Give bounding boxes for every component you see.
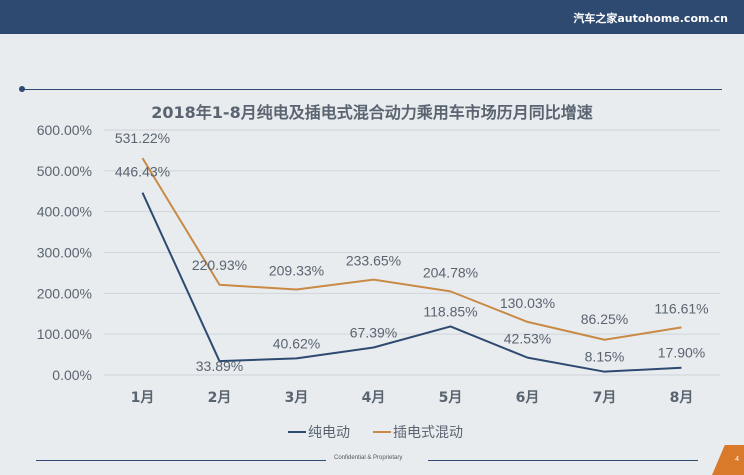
footer-rule-right — [428, 460, 698, 461]
x-tick-label: 3月 — [285, 390, 309, 406]
y-tick-label: 600.00% — [37, 122, 92, 138]
legend: 纯电动 插电式混动 — [288, 425, 463, 441]
data-label: 33.89% — [196, 358, 243, 374]
chart-title: 2018年1-8月纯电及插电式混合动力乘用车市场历月同比增速 — [151, 103, 592, 122]
data-label: 130.03% — [500, 295, 555, 311]
data-label-layer: 446.43% 33.89% 40.62% 67.39% 118.85% 42.53% 8.… — [115, 130, 709, 374]
grid-layer — [104, 129, 720, 376]
page-number: 4 — [735, 456, 739, 463]
data-label: 86.25% — [581, 311, 628, 327]
y-tick-label: 100.00% — [37, 326, 92, 342]
data-label: 8.15% — [585, 349, 625, 365]
legend-label: 插电式混动 — [393, 425, 463, 441]
data-label: 17.90% — [658, 345, 705, 361]
data-label: 220.93% — [192, 257, 247, 273]
data-label: 118.85% — [423, 303, 477, 319]
y-tick-label: 400.00% — [37, 204, 92, 220]
y-tick-label: 500.00% — [37, 163, 92, 179]
x-tick-label: 5月 — [439, 390, 463, 406]
data-label: 233.65% — [346, 253, 401, 269]
data-label: 40.62% — [273, 335, 320, 351]
footer-rule-left — [36, 460, 326, 461]
x-tick-label: 2月 — [208, 390, 232, 406]
legend-label: 纯电动 — [308, 425, 350, 441]
x-axis-ticks: 1月 2月 3月 4月 5月 6月 7月 8月 — [131, 390, 694, 406]
series-line-ev — [141, 192, 682, 373]
series-line-phev — [141, 157, 682, 341]
x-tick-label: 6月 — [516, 390, 540, 406]
x-tick-label: 4月 — [362, 390, 386, 406]
y-tick-label: 0.00% — [52, 367, 92, 383]
y-axis-ticks: 0.00% 100.00% 200.00% 300.00% 400.00% 500.00%… — [37, 122, 92, 383]
x-tick-label: 7月 — [593, 390, 617, 406]
data-label: 116.61% — [654, 300, 708, 316]
top-bar: 汽车之家autohome.com.cn — [0, 0, 744, 34]
y-tick-label: 200.00% — [37, 285, 92, 301]
data-label: 67.39% — [350, 324, 397, 340]
data-label: 42.53% — [504, 331, 551, 347]
y-tick-label: 300.00% — [37, 245, 92, 261]
data-label: 204.78% — [423, 264, 478, 280]
header-rule — [22, 89, 722, 90]
brand-logo-text: 汽车之家autohome.com.cn — [573, 12, 728, 25]
data-label: 209.33% — [269, 263, 324, 279]
series-layer — [141, 157, 682, 373]
data-label: 531.22% — [115, 130, 170, 146]
data-label: 446.43% — [115, 164, 170, 180]
x-tick-label: 8月 — [670, 390, 694, 406]
x-tick-label: 1月 — [131, 390, 155, 406]
footer-confidential-text: Confidential & Proprietary — [334, 455, 403, 461]
